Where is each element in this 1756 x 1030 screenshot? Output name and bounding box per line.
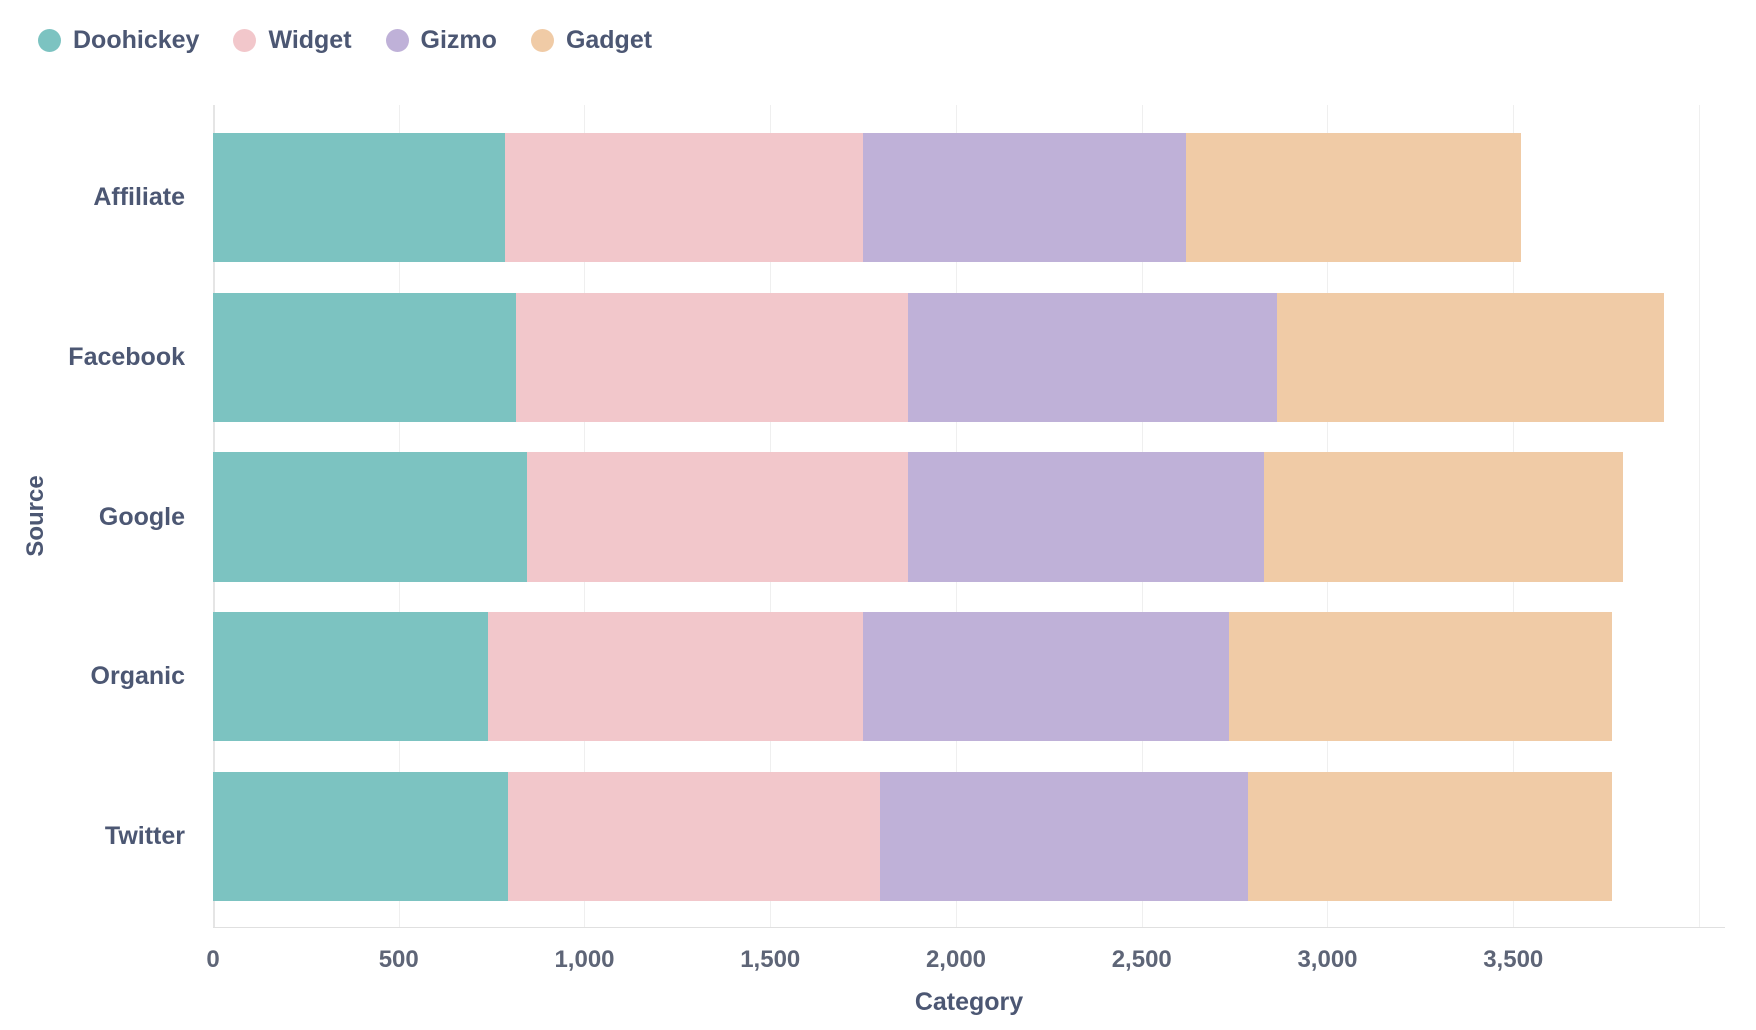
bar-segment-gadget-affiliate[interactable] <box>1186 133 1521 263</box>
bar-segment-gizmo-twitter[interactable] <box>879 771 1248 902</box>
bar-segment-doohickey-twitter[interactable] <box>213 771 509 902</box>
x-axis-tick-label: 2,000 <box>925 946 987 973</box>
x-axis-tick-label: 1,500 <box>740 946 801 973</box>
bar-segment-doohickey-affiliate[interactable] <box>213 133 505 263</box>
x-axis-tick-label: 0 <box>206 946 220 973</box>
y-axis-label-affiliate: Affiliate <box>93 183 185 212</box>
bar-row-google <box>213 452 1725 582</box>
legend-label: Widget <box>268 26 352 54</box>
bar-row-facebook <box>213 292 1725 423</box>
x-axis-tick-label: 1,000 <box>554 946 615 973</box>
bar-segment-widget-organic[interactable] <box>487 612 864 742</box>
x-axis-tick-label: 3,500 <box>1483 946 1544 973</box>
x-axis-tick-label: 2,500 <box>1111 946 1172 973</box>
bar-row-twitter <box>213 771 1725 902</box>
legend-item-doohickey[interactable]: Doohickey <box>38 28 199 53</box>
bar-segment-doohickey-google[interactable] <box>213 452 527 582</box>
bar-segment-widget-twitter[interactable] <box>508 771 880 902</box>
bar-segment-gadget-facebook[interactable] <box>1277 292 1664 423</box>
x-axis-tick-label: 500 <box>378 946 419 973</box>
y-axis-label-organic: Organic <box>90 662 185 691</box>
bar-segment-gizmo-facebook[interactable] <box>907 292 1278 423</box>
bar-segment-doohickey-organic[interactable] <box>213 612 488 742</box>
bar-segment-widget-facebook[interactable] <box>515 292 908 423</box>
x-axis-title: Category <box>914 988 1024 1016</box>
legend-dot-icon <box>38 29 61 52</box>
legend-dot-icon <box>233 29 257 52</box>
bar-segment-gizmo-affiliate[interactable] <box>863 133 1187 263</box>
bar-segment-doohickey-facebook[interactable] <box>213 292 516 423</box>
bar-segment-gadget-google[interactable] <box>1264 452 1623 582</box>
legend-dot-icon <box>385 29 409 52</box>
bar-segment-widget-affiliate[interactable] <box>504 133 864 263</box>
legend-item-gadget[interactable]: Gadget <box>530 26 653 54</box>
legend-dot-icon <box>530 29 554 52</box>
y-axis-label-google: Google <box>98 502 185 531</box>
legend-label: Gadget <box>565 26 653 54</box>
bar-segment-widget-google[interactable] <box>526 452 908 582</box>
bar-segment-gizmo-google[interactable] <box>907 452 1265 582</box>
x-axis-tick-label: 3,000 <box>1297 946 1358 973</box>
legend-label: Gizmo <box>420 26 497 54</box>
bar-row-organic <box>213 612 1725 742</box>
bar-segment-gadget-twitter[interactable] <box>1247 771 1612 902</box>
legend: Doohickey Widget Gizmo Gadget <box>38 28 652 53</box>
y-axis-label-twitter: Twitter <box>104 821 185 850</box>
bar-segment-gizmo-organic[interactable] <box>863 612 1230 742</box>
gridline <box>1698 105 1700 927</box>
legend-item-widget[interactable]: Widget <box>233 26 352 54</box>
bar-row-affiliate <box>213 133 1725 263</box>
bar-segment-gadget-organic[interactable] <box>1229 612 1612 742</box>
plot-area <box>213 105 1725 928</box>
legend-item-gizmo[interactable]: Gizmo <box>385 26 497 54</box>
legend-label: Doohickey <box>73 26 200 54</box>
y-axis-label-facebook: Facebook <box>68 342 185 371</box>
